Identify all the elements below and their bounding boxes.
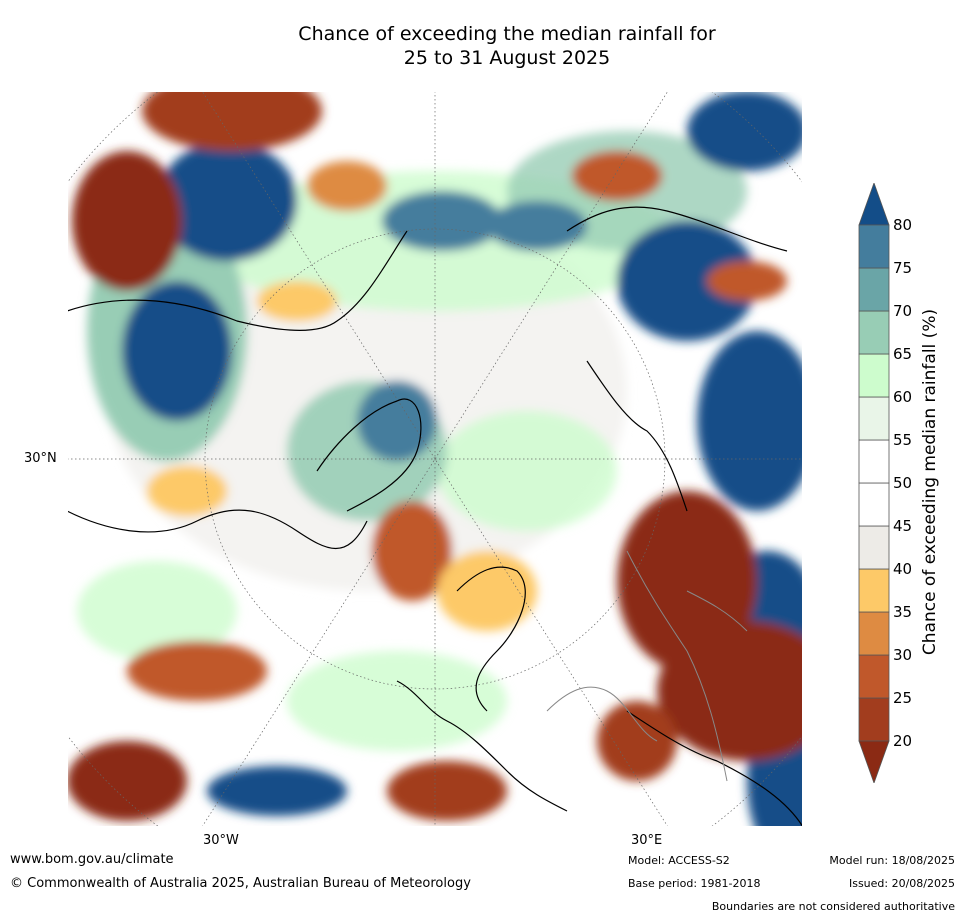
lon-label-30w: 30°W [203,833,239,848]
colorbar-bin-c55_60 [858,396,890,441]
colorbar-tick-label: 75 [893,259,913,277]
colorbar-tick-label: 50 [893,474,913,492]
graticule [67,91,803,827]
colorbar [858,183,890,783]
colorbar-bin-c50_55 [858,439,890,484]
colorbar-extend-high [858,183,890,226]
colorbar-tick-label: 45 [893,517,913,535]
colorbar-tick-label: 30 [893,646,913,664]
footer-model-run: Model run: 18/08/2025 [829,854,955,867]
probability-field [67,91,803,827]
rainfall-map [67,91,803,827]
colorbar-tick-label: 25 [893,689,913,707]
colorbar-tick-label: 35 [893,603,913,621]
colorbar-bin-c65_70 [858,310,890,355]
colorbar-bin-c45_50 [858,482,890,527]
colorbar-bin-c25_30 [858,654,890,699]
rainfall-map-svg [67,91,803,827]
lon-label-30e: 30°E [631,833,663,848]
colorbar-bin-c30_35 [858,611,890,656]
footer-issued: Issued: 20/08/2025 [848,877,955,890]
colorbar-tick-label: 80 [893,216,913,234]
colorbar-bin-c40_45 [858,525,890,570]
map-title-line1: Chance of exceeding the median rainfall … [298,23,716,45]
footer-disclaimer: Boundaries are not considered authoritat… [711,900,955,913]
colorbar-tick-label: 60 [893,388,913,406]
colorbar-bin-c20_25 [858,697,890,742]
colorbar-bin-c70_75 [858,267,890,312]
colorbar-bin-c75_80 [858,224,890,269]
colorbar-tick-label: 65 [893,345,913,363]
colorbar-extend-low [858,740,890,783]
lat-label-30n: 30°N [24,451,57,466]
footer-model: Model: ACCESS-S2 [628,854,730,867]
colorbar-tick-label: 70 [893,302,913,320]
colorbar-bin-c35_40 [858,568,890,613]
colorbar-tick-label: 40 [893,560,913,578]
colorbar-tick-label: 55 [893,431,913,449]
footer-base-period: Base period: 1981-2018 [628,877,761,890]
country-borders [546,550,748,782]
colorbar-label: Chance of exceeding median rainfall (%) [920,308,940,656]
footer-website: www.bom.gov.au/climate [10,852,174,867]
map-title-line2: 25 to 31 August 2025 [403,47,611,69]
map-title: Chance of exceeding the median rainfall … [0,22,965,70]
colorbar-tick-label: 20 [893,732,913,750]
colorbar-bin-c60_65 [858,353,890,398]
coastlines [67,206,803,827]
footer-copyright: © Commonwealth of Australia 2025, Austra… [10,876,471,891]
